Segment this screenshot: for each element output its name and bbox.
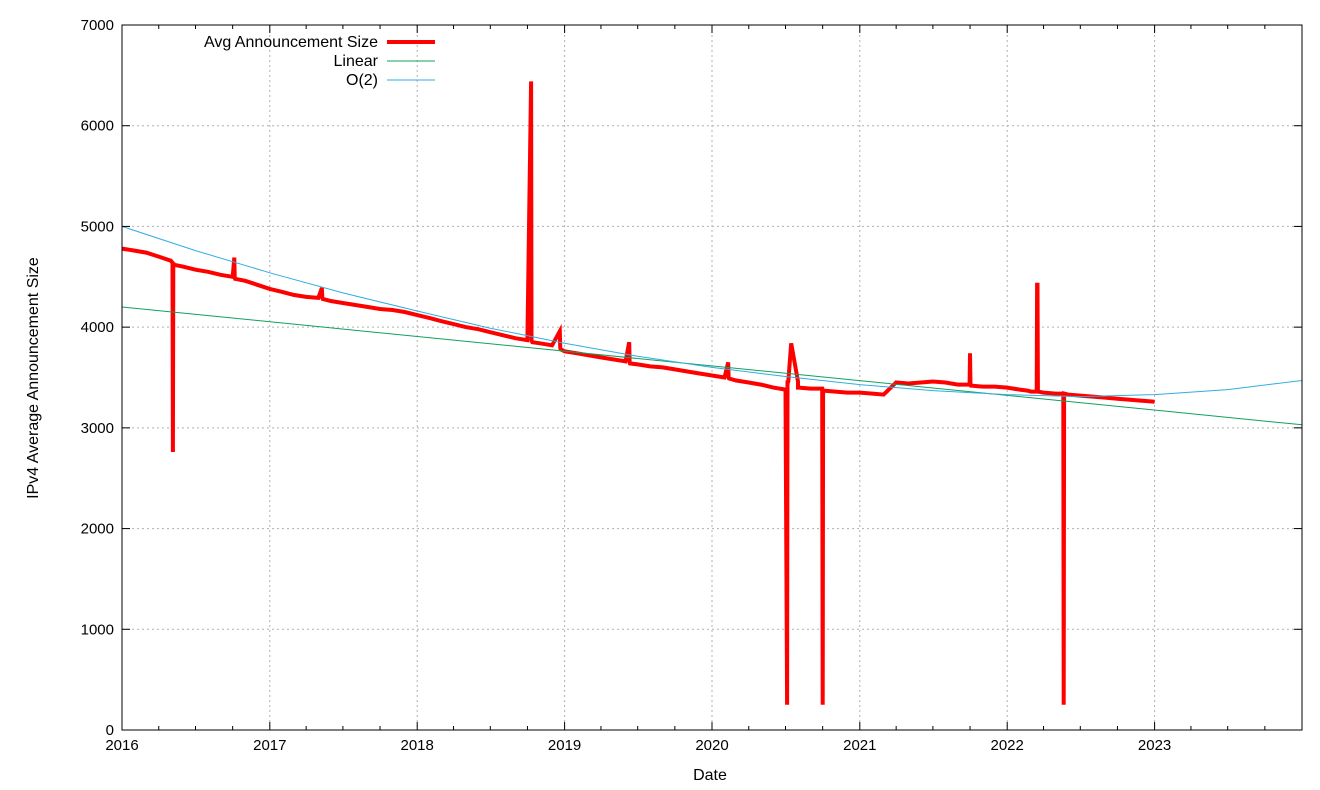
x-tick-label: 2017 <box>253 737 286 754</box>
legend: Avg Announcement Size Linear O(2) <box>204 34 435 89</box>
legend-label-linear: Linear <box>334 53 379 70</box>
legend-label-avg-announcement-size: Avg Announcement Size <box>204 34 378 51</box>
ticks: 0 1000 2000 3000 4000 5000 6000 7000 2016 2017 201… <box>81 17 1302 754</box>
series-layer <box>121 81 1303 705</box>
series-line-o-2 <box>121 225 1303 398</box>
y-tick-label: 0 <box>106 722 114 739</box>
x-tick-label: 2022 <box>991 737 1024 754</box>
y-tick-label: 1000 <box>81 621 114 638</box>
y-axis-label: IPv4 Average Announcement Size <box>25 257 42 499</box>
series-line-linear <box>121 306 1303 426</box>
x-tick-label: 2023 <box>1138 737 1171 754</box>
series-line-avg-announcement-size <box>121 81 1155 705</box>
x-axis-label: Date <box>693 767 727 784</box>
x-tick-label: 2018 <box>401 737 434 754</box>
grid <box>122 25 1302 730</box>
y-tick-label: 5000 <box>81 218 114 235</box>
y-tick-label: 2000 <box>81 521 114 538</box>
x-tick-label: 2020 <box>695 737 728 754</box>
legend-label-o-2: O(2) <box>346 72 378 89</box>
y-tick-label: 3000 <box>81 420 114 437</box>
x-tick-label: 2019 <box>548 737 581 754</box>
y-tick-label: 4000 <box>81 319 114 336</box>
x-tick-label: 2016 <box>105 737 138 754</box>
y-tick-label: 7000 <box>81 17 114 34</box>
y-tick-label: 6000 <box>81 118 114 135</box>
x-tick-label: 2021 <box>843 737 876 754</box>
